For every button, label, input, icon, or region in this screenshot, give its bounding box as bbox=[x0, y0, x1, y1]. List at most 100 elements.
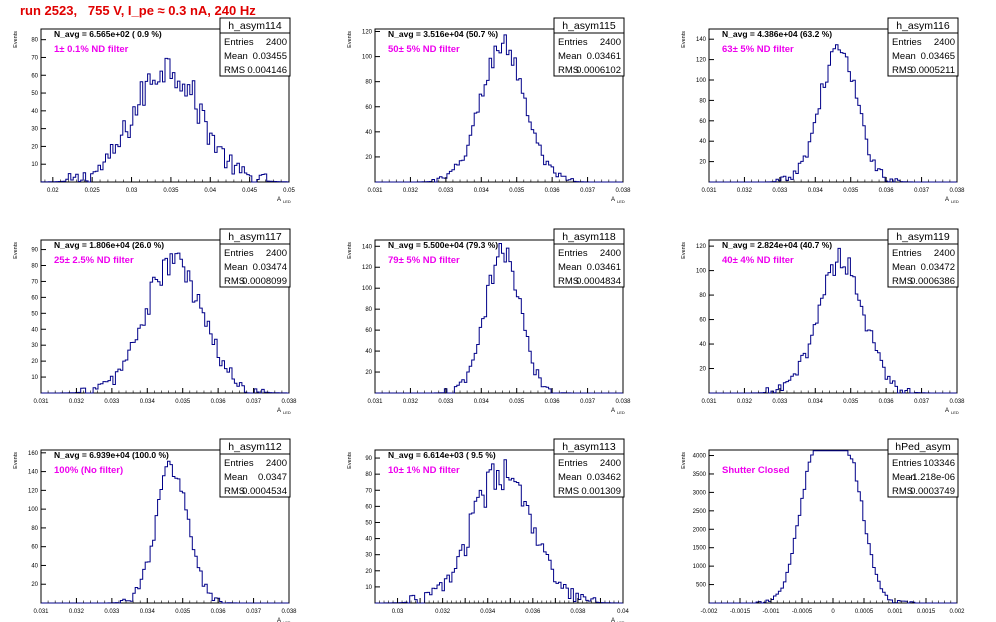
histogram-series bbox=[41, 460, 289, 604]
y-tick-label: 160 bbox=[28, 451, 39, 457]
x-tick-label: 0.035 bbox=[175, 399, 191, 405]
stats-box-title: h_asym115 bbox=[562, 20, 616, 32]
stats-value-rms: 0.0008099 bbox=[242, 276, 287, 287]
histogram-panel-h_asym119: 0.031 0.032 0.033 0.034 0.035 0.036 0.037 0.038… bbox=[681, 228, 965, 415]
y-tick-label: 60 bbox=[699, 119, 706, 125]
x-tick-label: 0.03 bbox=[126, 188, 138, 194]
y-tick-label: 100 bbox=[696, 269, 707, 275]
x-axis-title-subscript: LED bbox=[617, 199, 625, 204]
x-tick-label: 0.036 bbox=[211, 399, 227, 405]
x-tick-label: 0.038 bbox=[615, 188, 631, 194]
x-tick-label: 0.031 bbox=[367, 399, 383, 405]
stats-value-mean: 0.03461 bbox=[587, 262, 621, 273]
x-tick-label: 0.032 bbox=[69, 399, 85, 405]
x-axis-title: A bbox=[277, 408, 281, 414]
filter-label: 40± 4% ND filter bbox=[722, 255, 794, 266]
stats-value-mean: 0.03465 bbox=[921, 51, 955, 62]
stats-key-rms: RMS bbox=[224, 276, 245, 287]
stats-value-mean: 0.03455 bbox=[253, 51, 287, 62]
x-tick-label: 0.031 bbox=[33, 399, 49, 405]
x-axis-title-subscript: LED bbox=[617, 410, 625, 415]
y-tick-label: 120 bbox=[696, 244, 707, 250]
y-tick-label: 40 bbox=[365, 349, 372, 355]
stats-key-entries: Entries bbox=[558, 458, 588, 469]
x-axis-title: A bbox=[277, 618, 281, 622]
y-tick-label: 80 bbox=[699, 98, 706, 104]
navg-label: N_avg = 3.516e+04 (50.7 %) bbox=[388, 29, 498, 39]
x-tick-label: -0.001 bbox=[762, 609, 780, 615]
x-tick-label: 0.033 bbox=[772, 399, 788, 405]
y-axis-title: Events bbox=[681, 31, 687, 48]
x-tick-label: 0.038 bbox=[570, 609, 586, 615]
x-tick-label: 0.033 bbox=[772, 188, 788, 194]
stats-key-entries: Entries bbox=[892, 248, 922, 259]
x-tick-label: 0.035 bbox=[509, 399, 525, 405]
x-tick-label: 0.034 bbox=[140, 399, 156, 405]
stats-box-title: hPed_asym bbox=[895, 441, 951, 453]
y-axis-title: Events bbox=[681, 242, 687, 259]
x-tick-label: 0 bbox=[831, 609, 835, 615]
stats-key-entries: Entries bbox=[558, 37, 588, 48]
histogram-panel-h_asym118: 0.031 0.032 0.033 0.034 0.035 0.036 0.037 0.038… bbox=[347, 228, 631, 415]
x-tick-label: 0.032 bbox=[69, 609, 85, 615]
x-tick-label: 0.04 bbox=[617, 609, 629, 615]
y-tick-label: 10 bbox=[365, 585, 372, 591]
stats-value-rms: 0.0006102 bbox=[576, 65, 621, 76]
y-tick-label: 80 bbox=[31, 38, 38, 44]
histogram-panel-h_asym113: 0.03 0.032 0.034 0.036 0.038 0.04 10 20 30 40 50 60… bbox=[347, 438, 629, 622]
stats-box-title: h_asym114 bbox=[228, 20, 282, 32]
y-tick-label: 140 bbox=[28, 470, 39, 476]
stats-key-mean: Mean bbox=[558, 262, 582, 273]
y-tick-label: 50 bbox=[31, 311, 38, 317]
y-tick-label: 100 bbox=[696, 78, 707, 84]
x-axis-title: A bbox=[611, 618, 615, 622]
y-tick-label: 80 bbox=[365, 472, 372, 478]
y-tick-label: 20 bbox=[699, 160, 706, 166]
y-tick-label: 1500 bbox=[693, 546, 707, 552]
y-tick-label: 40 bbox=[699, 139, 706, 145]
stats-value-mean: -1.218e-06 bbox=[909, 472, 955, 483]
y-tick-label: 100 bbox=[362, 286, 373, 292]
y-tick-label: 10 bbox=[31, 375, 38, 381]
y-tick-label: 60 bbox=[31, 545, 38, 551]
x-tick-label: 0.032 bbox=[737, 188, 753, 194]
stats-key-entries: Entries bbox=[892, 458, 922, 469]
x-tick-label: 0.035 bbox=[175, 609, 191, 615]
filter-label: 25± 2.5% ND filter bbox=[54, 255, 134, 266]
x-tick-label: 0.038 bbox=[281, 399, 297, 405]
navg-label: N_avg = 6.565e+02 ( 0.9 %) bbox=[54, 29, 162, 39]
x-tick-label: 0.04 bbox=[204, 188, 216, 194]
plot-frame bbox=[374, 449, 624, 604]
x-tick-label: 0.034 bbox=[808, 399, 824, 405]
x-tick-label: 0.002 bbox=[949, 609, 965, 615]
stats-key-rms: RMS bbox=[558, 486, 579, 497]
filter-label: 50± 5% ND filter bbox=[388, 44, 460, 55]
stats-value-entries: 103346 bbox=[923, 458, 955, 469]
y-tick-label: 50 bbox=[31, 91, 38, 97]
x-axis-title-subscript: LED bbox=[283, 199, 291, 204]
stats-key-rms: RMS bbox=[224, 65, 245, 76]
filter-label: 1± 0.1% ND filter bbox=[54, 44, 129, 55]
stats-value-entries: 2400 bbox=[266, 248, 287, 259]
stats-value-rms: 0.0003749 bbox=[910, 486, 955, 497]
stats-box-title: h_asym116 bbox=[896, 20, 950, 32]
navg-label: N_avg = 1.806e+04 (26.0 %) bbox=[54, 240, 164, 250]
x-tick-label: 0.033 bbox=[438, 188, 454, 194]
y-tick-label: 20 bbox=[699, 367, 706, 373]
y-tick-label: 20 bbox=[365, 155, 372, 161]
stats-box bbox=[219, 17, 291, 77]
x-tick-label: 0.034 bbox=[474, 399, 490, 405]
y-tick-label: 100 bbox=[28, 507, 39, 513]
stats-value-mean: 0.0347 bbox=[258, 472, 287, 483]
y-tick-label: 140 bbox=[696, 37, 707, 43]
x-tick-label: 0.037 bbox=[246, 399, 262, 405]
y-tick-label: 70 bbox=[31, 279, 38, 285]
x-tick-label: 0.001 bbox=[887, 609, 903, 615]
y-tick-label: 30 bbox=[31, 127, 38, 133]
histogram-series bbox=[40, 57, 290, 183]
stats-value-entries: 2400 bbox=[600, 248, 621, 259]
y-tick-label: 120 bbox=[28, 488, 39, 494]
stats-box bbox=[887, 228, 959, 288]
plot-frame bbox=[708, 239, 958, 394]
plot-frame bbox=[708, 28, 958, 183]
